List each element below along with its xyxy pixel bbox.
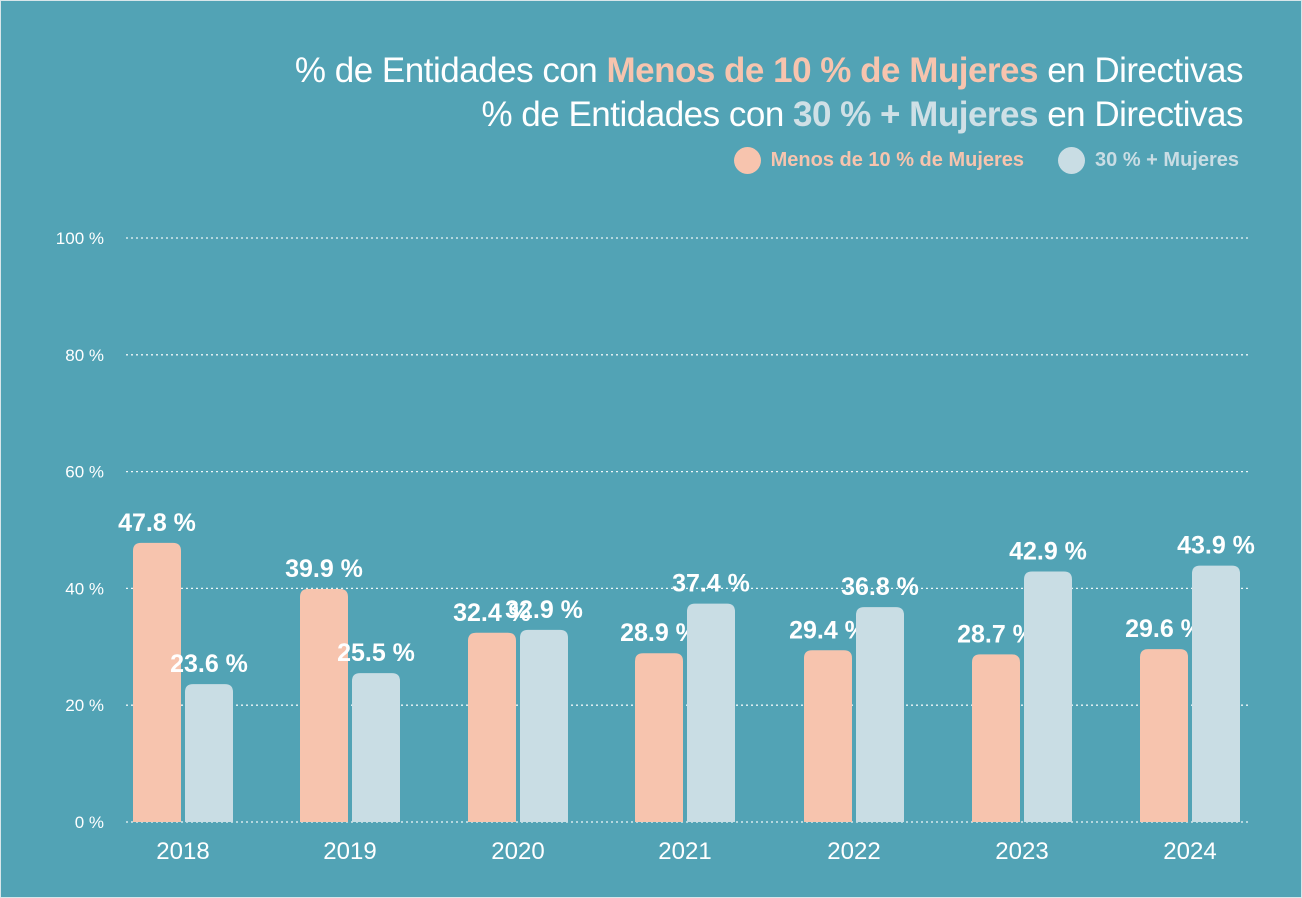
- y-tick-label: 0 %: [75, 813, 104, 832]
- title-line-1-highlight: Menos de 10 % de Mujeres: [606, 51, 1038, 90]
- data-label-menos10-2021: 28.9 %: [620, 619, 698, 647]
- bar-30plus-2024: [1192, 565, 1240, 822]
- bar-menos10-2018: [133, 542, 181, 822]
- title-line-2: % de Entidades con 30 % + Mujeres en Dir…: [295, 93, 1243, 137]
- x-tick-label-2022: 2022: [827, 838, 880, 865]
- title-line-2-highlight: 30 % + Mujeres: [793, 95, 1038, 134]
- legend-item-series-a: Menos de 10 % de Mujeres: [733, 147, 1025, 174]
- bar-30plus-2023: [1024, 571, 1072, 822]
- data-label-30plus-2021: 37.4 %: [672, 570, 750, 598]
- bar-menos10-2022: [804, 650, 852, 822]
- y-tick-label: 60 %: [65, 463, 104, 482]
- bar-menos10-2020: [468, 632, 516, 822]
- data-label-30plus-2022: 36.8 %: [841, 573, 919, 601]
- bar-30plus-2022: [856, 607, 904, 822]
- data-label-menos10-2018: 47.8 %: [118, 509, 196, 537]
- bar-menos10-2019: [300, 588, 348, 822]
- bar-30plus-2021: [687, 603, 735, 822]
- data-label-30plus-2019: 25.5 %: [337, 639, 415, 667]
- data-label-menos10-2020: 32.4 %: [453, 599, 531, 627]
- y-tick-label: 20 %: [65, 696, 104, 715]
- bar-30plus-2020: [520, 629, 568, 822]
- x-tick-label-2020: 2020: [491, 838, 544, 865]
- data-label-menos10-2024: 29.6 %: [1125, 615, 1203, 643]
- data-label-30plus-2024: 43.9 %: [1177, 532, 1255, 560]
- title-line-1-suffix: en Directivas: [1037, 51, 1243, 90]
- title-line-2-prefix: % de Entidades con: [481, 95, 794, 134]
- legend-label-series-b: 30 % + Mujeres: [1095, 149, 1239, 171]
- bar-30plus-2019: [352, 673, 400, 822]
- x-tick-label-2019: 2019: [323, 838, 376, 865]
- bar-menos10-2024: [1140, 649, 1188, 822]
- legend-swatch-series-b: [1058, 147, 1086, 174]
- legend-item-series-b: 30 % + Mujeres: [1058, 147, 1239, 174]
- bar-menos10-2023: [972, 654, 1020, 822]
- title-line-1-prefix: % de Entidades con: [294, 51, 607, 90]
- x-tick-label-2024: 2024: [1163, 838, 1216, 865]
- data-label-30plus-2018: 23.6 %: [170, 650, 248, 678]
- x-tick-label-2023: 2023: [995, 838, 1048, 865]
- data-label-menos10-2023: 28.7 %: [957, 620, 1035, 648]
- bar-30plus-2018: [185, 684, 233, 822]
- y-tick-label: 40 %: [65, 579, 104, 598]
- chart-legend: Menos de 10 % de Mujeres 30 % + Mujeres: [700, 147, 1239, 174]
- data-label-menos10-2019: 39.9 %: [285, 555, 363, 583]
- y-tick-label: 100 %: [56, 229, 104, 248]
- data-label-menos10-2022: 29.4 %: [789, 616, 867, 644]
- x-tick-label-2018: 2018: [156, 838, 209, 865]
- data-label-30plus-2020: 32.9 %: [505, 596, 583, 624]
- x-tick-label-2021: 2021: [658, 838, 711, 865]
- y-tick-label: 80 %: [65, 346, 104, 365]
- chart-title: % de Entidades con Menos de 10 % de Muje…: [294, 49, 1244, 137]
- title-line-1: % de Entidades con Menos de 10 % de Muje…: [294, 49, 1244, 93]
- data-label-30plus-2023: 42.9 %: [1009, 537, 1087, 565]
- legend-swatch-series-a: [733, 147, 761, 174]
- title-line-2-suffix: en Directivas: [1037, 95, 1243, 134]
- bar-menos10-2021: [635, 653, 683, 822]
- legend-label-series-a: Menos de 10 % de Mujeres: [770, 149, 1025, 171]
